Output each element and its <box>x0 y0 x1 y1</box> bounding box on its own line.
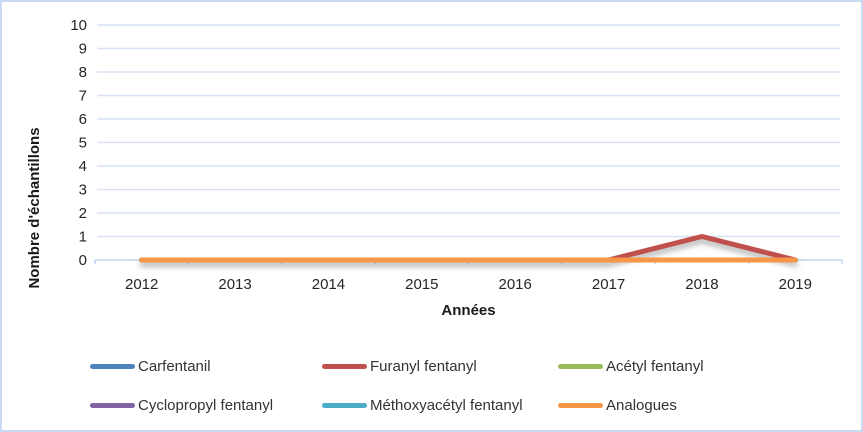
legend-marker-ac-tyl-fentanyl <box>558 363 603 369</box>
legend-item-cyclopropyl-fentanyl: Cyclopropyl fentanyl <box>90 395 322 415</box>
legend-label-furanyl-fentanyl: Furanyl fentanyl <box>370 357 477 375</box>
legend-label-ac-tyl-fentanyl: Acétyl fentanyl <box>606 357 704 375</box>
legend-item-ac-tyl-fentanyl: Acétyl fentanyl <box>558 356 790 376</box>
legend-item-carfentanil: Carfentanil <box>90 356 322 376</box>
y-tick-label-1: 1 <box>79 229 87 246</box>
x-tick-label-2016: 2016 <box>499 276 532 293</box>
y-tick-label-8: 8 <box>79 64 87 81</box>
legend-label-carfentanil: Carfentanil <box>138 357 211 375</box>
series-line-furanyl-fentanyl <box>139 234 798 263</box>
plot-area: 0 1 2 3 4 5 6 7 8 9 10 2012 2013 2014 2015 2016 2017 2018… <box>70 17 843 293</box>
y-tick-label-9: 9 <box>79 41 87 58</box>
legend-label-analogues: Analogues <box>606 396 677 414</box>
x-tick-label-2015: 2015 <box>405 276 438 293</box>
legend-marker-analogues <box>558 402 603 408</box>
x-tick-label-2013: 2013 <box>218 276 251 293</box>
x-tick-label-2012: 2012 <box>125 276 158 293</box>
x-tick-label-2017: 2017 <box>592 276 625 293</box>
legend-marker-carfentanil <box>90 363 135 369</box>
legend-marker-cyclopropyl-fentanyl <box>90 402 135 408</box>
x-tick-label-2014: 2014 <box>312 276 345 293</box>
x-tick-label-2018: 2018 <box>685 276 718 293</box>
y-tick-label-6: 6 <box>79 111 87 128</box>
legend-marker-m-thoxyac-tyl-fentanyl <box>322 402 367 408</box>
chart-legend: Carfentanil Furanyl fentanyl Acétyl fentan… <box>90 356 790 415</box>
y-tick-label-2: 2 <box>79 205 87 222</box>
legend-item-analogues: Analogues <box>558 395 790 415</box>
y-tick-label-3: 3 <box>79 182 87 199</box>
y-tick-label-7: 7 <box>79 88 87 105</box>
x-axis-title: Années <box>441 302 496 319</box>
legend-label-m-thoxyac-tyl-fentanyl: Méthoxyacétyl fentanyl <box>370 396 523 414</box>
y-tick-label-10: 10 <box>70 17 87 34</box>
y-tick-label-5: 5 <box>79 135 87 152</box>
y-tick-label-0: 0 <box>79 252 87 269</box>
legend-label-cyclopropyl-fentanyl: Cyclopropyl fentanyl <box>138 396 274 414</box>
y-tick-label-4: 4 <box>79 158 87 175</box>
legend-item-m-thoxyac-tyl-fentanyl: Méthoxyacétyl fentanyl <box>322 395 558 415</box>
x-tick-label-2019: 2019 <box>779 276 812 293</box>
legend-marker-furanyl-fentanyl <box>322 363 367 369</box>
legend-item-furanyl-fentanyl: Furanyl fentanyl <box>322 356 558 376</box>
y-axis-title: Nombre d'échantillons <box>26 127 43 289</box>
